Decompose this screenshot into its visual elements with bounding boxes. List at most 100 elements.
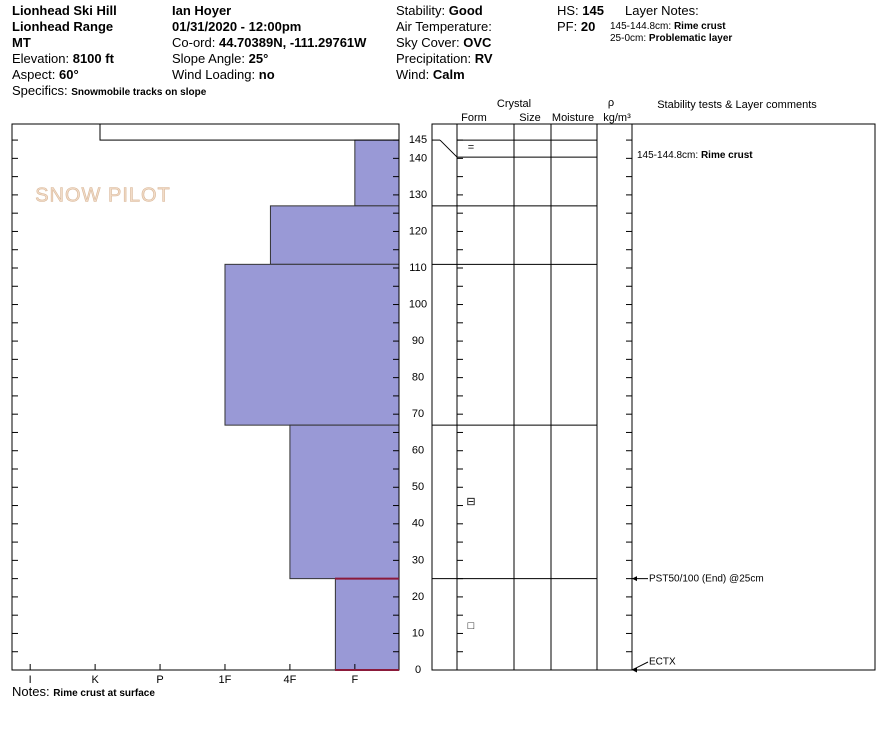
x-tick-label: I <box>29 674 32 686</box>
layer-notes: Layer Notes: <box>625 3 699 19</box>
text: 60° <box>58 67 79 82</box>
field: Stability: Good <box>396 3 493 19</box>
field: Lionhead Range <box>12 19 117 35</box>
text: 145-144.8cm: <box>610 21 672 32</box>
column-header: Size <box>519 112 540 124</box>
text: RV <box>474 51 493 66</box>
grain-symbol: □ <box>468 620 475 632</box>
text: Precipitation: <box>396 51 472 66</box>
specifics: Specifics: Snowmobile tracks on slope <box>12 83 206 101</box>
field: Ian Hoyer <box>172 3 366 19</box>
hardness-bar <box>289 424 400 580</box>
text: MT <box>12 35 31 50</box>
text: Rime crust <box>673 21 726 32</box>
field: Aspect: 60° <box>12 67 117 83</box>
text: Aspect: <box>12 67 56 82</box>
field: Elevation: 8100 ft <box>12 51 117 67</box>
text: Lionhead Ski Hill <box>12 3 117 18</box>
x-tick-label: F <box>351 674 358 686</box>
y-tick-label: 140 <box>409 152 427 164</box>
x-tick-label: P <box>156 674 163 686</box>
header-column: HS: 145 PF: 20 <box>557 3 604 35</box>
text: 44.70389N, -111.29761W <box>218 35 367 50</box>
test-label: ECTX <box>649 657 676 668</box>
y-tick-label: 80 <box>412 372 424 384</box>
text: 8100 ft <box>72 51 114 66</box>
x-tick-label: 4F <box>283 674 296 686</box>
field: PF: 20 <box>557 19 604 35</box>
y-tick-label: 120 <box>409 225 427 237</box>
text: Notes: <box>12 684 50 699</box>
text: Good <box>448 3 483 18</box>
field: Lionhead Ski Hill <box>12 3 117 19</box>
y-tick-label: 20 <box>412 591 424 603</box>
y-tick-label: 70 <box>412 408 424 420</box>
text: Wind Loading: <box>172 67 256 82</box>
y-tick-label: 30 <box>412 554 424 566</box>
text: no <box>258 67 275 82</box>
test-label: PST50/100 (End) @25cm <box>649 573 764 584</box>
header-column: Lionhead Ski Hill Lionhead Range MT Elevati… <box>12 3 117 83</box>
field: MT <box>12 35 117 51</box>
text: Rime crust <box>701 150 753 161</box>
layer-note: 145-144.8cm: Rime crust <box>610 21 732 33</box>
text: Air Temperature: <box>396 19 492 34</box>
text: 145 <box>582 3 604 18</box>
text: 25-0cm: <box>610 33 647 44</box>
notes: Notes: Rime crust at surface <box>12 684 155 702</box>
text: Layer Notes: <box>625 3 699 18</box>
y-tick-label: 90 <box>412 335 424 347</box>
text: Slope Angle: <box>172 51 246 66</box>
field: Slope Angle: 25° <box>172 51 366 67</box>
layer-notes-items: 145-144.8cm: Rime crust 25-0cm: Problemat… <box>610 21 732 45</box>
text: Co-ord: <box>172 35 216 50</box>
x-tick-label: K <box>91 674 99 686</box>
hardness-bar <box>354 139 400 207</box>
y-tick-label: 10 <box>412 627 424 639</box>
field: 01/31/2020 - 12:00pm <box>172 19 366 35</box>
column-header: Form <box>461 112 487 124</box>
top-box <box>99 123 400 141</box>
y-tick-label: 40 <box>412 518 424 530</box>
layer-line <box>439 139 458 158</box>
field: Air Temperature: <box>396 19 493 35</box>
text: PF: <box>557 19 578 34</box>
arrow-head <box>632 576 637 582</box>
column-header: Stability tests & Layer comments <box>657 99 817 111</box>
y-tick-label: 60 <box>412 445 424 457</box>
layer-comment: 145-144.8cm: Rime crust <box>637 150 753 161</box>
column-header: ρ <box>608 97 614 109</box>
text: Stability: <box>396 3 446 18</box>
column-header: kg/m³ <box>603 112 631 124</box>
y-tick-label: 145 <box>409 134 427 146</box>
field: Wind Loading: no <box>172 67 366 83</box>
text: Rime crust at surface <box>53 688 155 699</box>
y-tick-label: 0 <box>415 664 421 676</box>
text: Snowmobile tracks on slope <box>71 87 207 98</box>
text: Wind: <box>396 67 430 82</box>
right-frame <box>431 123 876 671</box>
text: Elevation: <box>12 51 70 66</box>
text: 145-144.8cm: <box>637 150 698 161</box>
field: Wind: Calm <box>396 67 493 83</box>
hardness-bar <box>334 578 400 671</box>
grain-symbol: ⊟ <box>466 496 475 508</box>
hardness-bar <box>269 205 400 265</box>
field: Precipitation: RV <box>396 51 493 67</box>
header-column: Ian Hoyer 01/31/2020 - 12:00pm Co-ord: 44.… <box>172 3 366 83</box>
column-header: Moisture <box>552 112 594 124</box>
grain-symbol: = <box>468 141 474 153</box>
layer-note: 25-0cm: Problematic layer <box>610 33 732 45</box>
text: Problematic layer <box>648 33 733 44</box>
text: HS: <box>557 3 579 18</box>
text: Specifics: <box>12 83 68 98</box>
y-tick-label: 50 <box>412 481 424 493</box>
text: Lionhead Range <box>12 19 114 34</box>
text: Sky Cover: <box>396 35 460 50</box>
text: Calm <box>432 67 465 82</box>
x-tick-label: 1F <box>219 674 232 686</box>
y-tick-label: 130 <box>409 189 427 201</box>
y-tick-label: 110 <box>409 262 427 274</box>
